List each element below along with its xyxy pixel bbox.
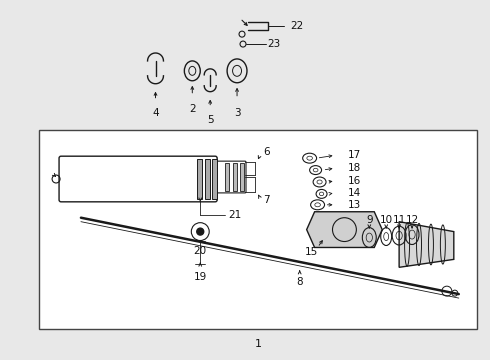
Text: 19: 19 (194, 272, 207, 282)
Text: 23: 23 (267, 39, 280, 49)
Text: 21: 21 (228, 210, 242, 220)
Text: 16: 16 (347, 176, 361, 186)
Text: 1: 1 (254, 339, 262, 349)
Text: 7: 7 (263, 195, 270, 205)
Text: 14: 14 (347, 188, 361, 198)
Text: 20: 20 (194, 247, 207, 256)
Text: 2: 2 (189, 104, 196, 113)
Text: 15: 15 (305, 247, 318, 257)
Circle shape (197, 228, 204, 235)
Bar (240, 163, 244, 191)
Text: 10: 10 (380, 215, 393, 225)
Text: 9: 9 (366, 215, 372, 225)
Text: 5: 5 (207, 116, 214, 126)
FancyBboxPatch shape (214, 161, 246, 193)
Polygon shape (307, 212, 382, 247)
Bar (205, 159, 210, 199)
Text: 17: 17 (347, 150, 361, 160)
Bar (225, 163, 229, 191)
Bar (212, 159, 217, 199)
Text: 6: 6 (263, 147, 270, 157)
Bar (39, 130, 477, 329)
Text: 8: 8 (296, 277, 303, 287)
Bar (233, 163, 237, 191)
Text: 13: 13 (347, 200, 361, 210)
Text: 22: 22 (291, 21, 304, 31)
FancyBboxPatch shape (59, 156, 217, 202)
Text: 11: 11 (392, 215, 406, 225)
Text: 3: 3 (234, 108, 241, 117)
Polygon shape (399, 222, 454, 267)
Text: 4: 4 (152, 108, 159, 117)
Text: 12: 12 (405, 215, 418, 225)
Bar (197, 159, 202, 199)
Text: 18: 18 (347, 163, 361, 173)
